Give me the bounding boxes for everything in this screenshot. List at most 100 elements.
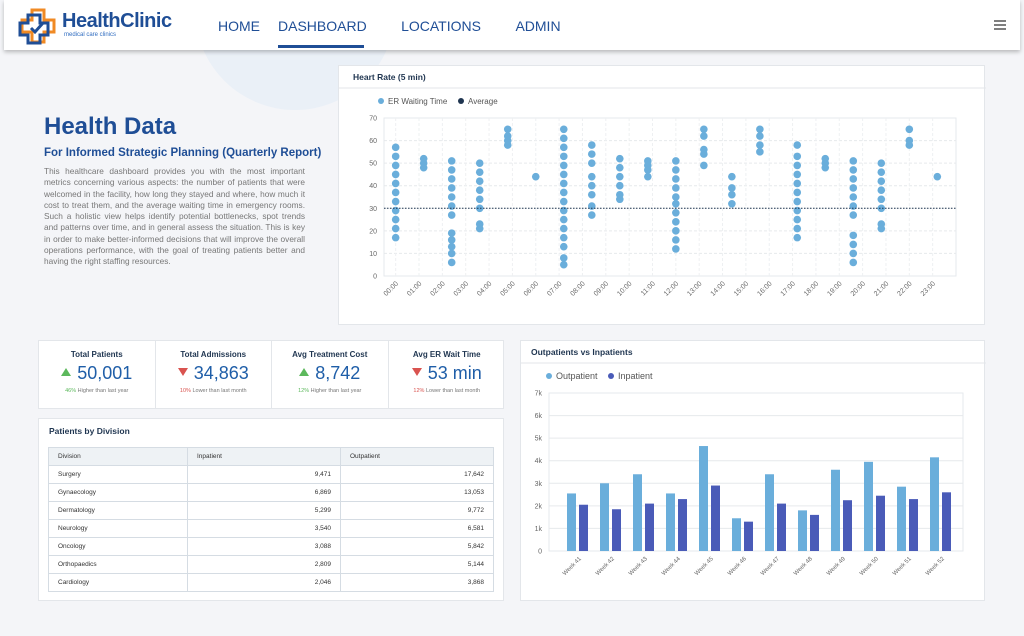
nav-item[interactable]: LOCATIONS	[396, 18, 486, 34]
nav-item[interactable]: HOME	[201, 18, 277, 34]
x-tick-label: Week 47	[760, 556, 781, 577]
point	[672, 245, 680, 253]
table-row: Neurology3,5406,581	[49, 520, 494, 538]
point	[672, 227, 680, 235]
point	[560, 125, 568, 133]
table-row: Gynaecology6,86913,053	[49, 484, 494, 502]
table-cell: Orthopaedics	[49, 556, 188, 574]
chart-title: Heart Rate (5 min)	[353, 72, 426, 82]
point	[793, 198, 801, 206]
point	[672, 209, 680, 217]
bar	[732, 518, 741, 551]
y-tick-label: 4k	[535, 458, 543, 465]
menu-button[interactable]	[993, 20, 1007, 30]
point	[560, 171, 568, 179]
point	[849, 157, 857, 165]
header: HealthClinic medical care clinics HOMEDA…	[4, 0, 1020, 50]
kpi-value-row: 34,863	[156, 363, 272, 384]
x-tick-label: 19:00	[826, 280, 843, 297]
point	[756, 141, 764, 149]
x-tick-label: 15:00	[733, 280, 750, 297]
point	[448, 175, 456, 183]
bar	[765, 474, 774, 551]
bar	[567, 493, 576, 551]
point	[392, 234, 400, 242]
kpi-change: 12%	[298, 388, 309, 394]
y-tick-label: 5k	[535, 436, 543, 443]
point	[392, 180, 400, 188]
kpi-note: Lower than last month	[426, 388, 480, 394]
x-tick-label: Week 49	[826, 556, 847, 577]
y-tick-label: 60	[369, 138, 377, 145]
point	[672, 166, 680, 174]
point	[560, 254, 568, 262]
point	[476, 159, 484, 167]
nav-item[interactable]: DASHBOARD	[278, 18, 364, 34]
kpi-label: Avg ER Wait Time	[389, 350, 506, 359]
column-header: Outpatient	[341, 448, 494, 466]
point	[672, 200, 680, 208]
description: This healthcare dashboard provides you w…	[44, 166, 305, 268]
table-cell: 3,088	[188, 538, 341, 556]
point	[672, 157, 680, 165]
kpi-note-row: 46% Higher than last year	[39, 388, 155, 394]
bar	[600, 483, 609, 551]
kpi-change: 12%	[413, 388, 424, 394]
point	[532, 173, 540, 181]
x-tick-label: 04:00	[476, 280, 493, 297]
bar	[579, 505, 588, 551]
table-header: DivisionInpatientOutpatient	[49, 448, 494, 466]
bar	[876, 496, 885, 551]
y-tick-label: 6k	[535, 413, 543, 420]
x-tick-label: Week 46	[727, 556, 748, 577]
legend-label: Outpatient	[556, 371, 598, 381]
point	[877, 168, 885, 176]
plot-frame	[384, 118, 956, 276]
table-cell: Oncology	[49, 538, 188, 556]
point	[849, 166, 857, 174]
bar	[678, 499, 687, 551]
x-tick-label: 09:00	[593, 280, 610, 297]
point	[793, 207, 801, 215]
point	[849, 193, 857, 201]
point	[793, 180, 801, 188]
point	[392, 198, 400, 206]
point	[588, 159, 596, 167]
point	[877, 186, 885, 194]
y-tick-label: 7k	[535, 391, 543, 398]
x-tick-label: Week 45	[694, 556, 715, 577]
y-tick-label: 0	[538, 549, 542, 556]
point	[448, 236, 456, 244]
x-tick-label: 10:00	[616, 280, 633, 297]
table-cell: 5,144	[341, 556, 494, 574]
legend-marker	[608, 373, 614, 379]
point	[448, 229, 456, 237]
table-cell: 13,053	[341, 484, 494, 502]
point	[700, 132, 708, 140]
point	[700, 125, 708, 133]
point	[476, 168, 484, 176]
table-cell: 3,540	[188, 520, 341, 538]
x-tick-label: 13:00	[686, 280, 703, 297]
table-cell: 17,642	[341, 466, 494, 484]
point	[700, 146, 708, 154]
x-tick-label: Week 41	[562, 556, 583, 577]
logo-subtitle: medical care clinics	[64, 32, 116, 38]
point	[793, 171, 801, 179]
point	[476, 195, 484, 203]
point	[877, 220, 885, 228]
bar	[798, 510, 807, 551]
x-tick-label: 07:00	[546, 280, 563, 297]
point	[616, 182, 624, 190]
kpi-value: 34,863	[194, 363, 249, 383]
point	[793, 141, 801, 149]
point	[560, 144, 568, 152]
point	[448, 250, 456, 258]
table-cell: Surgery	[49, 466, 188, 484]
point	[672, 218, 680, 226]
x-tick-label: 08:00	[570, 280, 587, 297]
bar-chart: Outpatients vs InpatientsOutpatientInpat…	[521, 341, 986, 601]
table-cell: 2,809	[188, 556, 341, 574]
table-cell: 9,471	[188, 466, 341, 484]
nav-item[interactable]: ADMIN	[508, 18, 568, 34]
